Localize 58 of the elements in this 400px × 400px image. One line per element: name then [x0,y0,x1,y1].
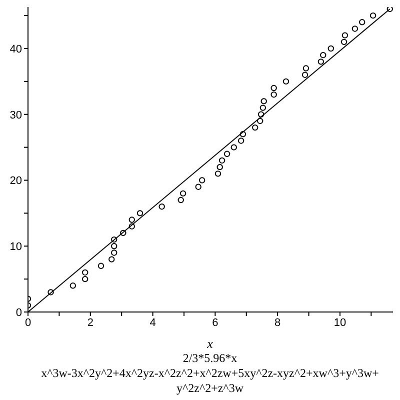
point [111,236,118,243]
x-tick-label: 10 [334,316,346,329]
point [320,52,326,58]
point [180,190,186,197]
y-tick-label: 10 [10,241,22,254]
point [214,170,222,177]
point [120,230,126,236]
point [136,210,144,216]
point [82,269,88,276]
point [270,84,277,92]
point [111,243,118,250]
point [318,58,324,65]
point [238,138,244,144]
point [108,256,115,262]
point [98,262,104,269]
text: 2/3*5.96*x [182,351,238,366]
point [195,184,202,190]
point [252,124,258,131]
point [111,250,118,256]
x-tick-label: 4 [150,316,156,329]
point [260,98,267,104]
point [230,144,237,150]
point [198,177,206,184]
point [270,92,277,98]
point [158,204,165,210]
point [282,78,290,85]
x-axis-title: x [206,336,214,351]
point [218,157,226,164]
point [258,111,264,118]
text: x^3w-3x^2y^2+4x^2yz-x^2z^2+x^2zw+5xy^2z-xyz^2+xw^3+y^3w+y^2z^2+z^3w [40,366,380,396]
point [352,26,358,32]
point [328,45,334,52]
point [224,150,230,157]
point [216,164,223,170]
point [302,65,310,72]
y-tick-label: 20 [10,175,22,188]
point [240,131,246,138]
x-tick-label: 0 [24,316,32,329]
point [359,19,366,26]
point [70,282,76,289]
point [370,12,376,19]
point [342,32,348,38]
x-tick-label: 8 [274,316,281,329]
point [257,118,264,124]
point [128,216,135,223]
point [82,276,88,282]
point [128,223,135,230]
point [302,72,308,78]
x-tick-label: 2 [87,316,94,329]
point [48,289,54,296]
point [178,196,184,204]
y-tick-label: 30 [10,109,22,122]
y-tick-label: 40 [10,43,22,56]
point [340,38,348,46]
x-tick-label: 6 [212,316,218,329]
y-tick-label: 0 [16,306,22,319]
point [386,7,393,12]
point [260,104,266,111]
